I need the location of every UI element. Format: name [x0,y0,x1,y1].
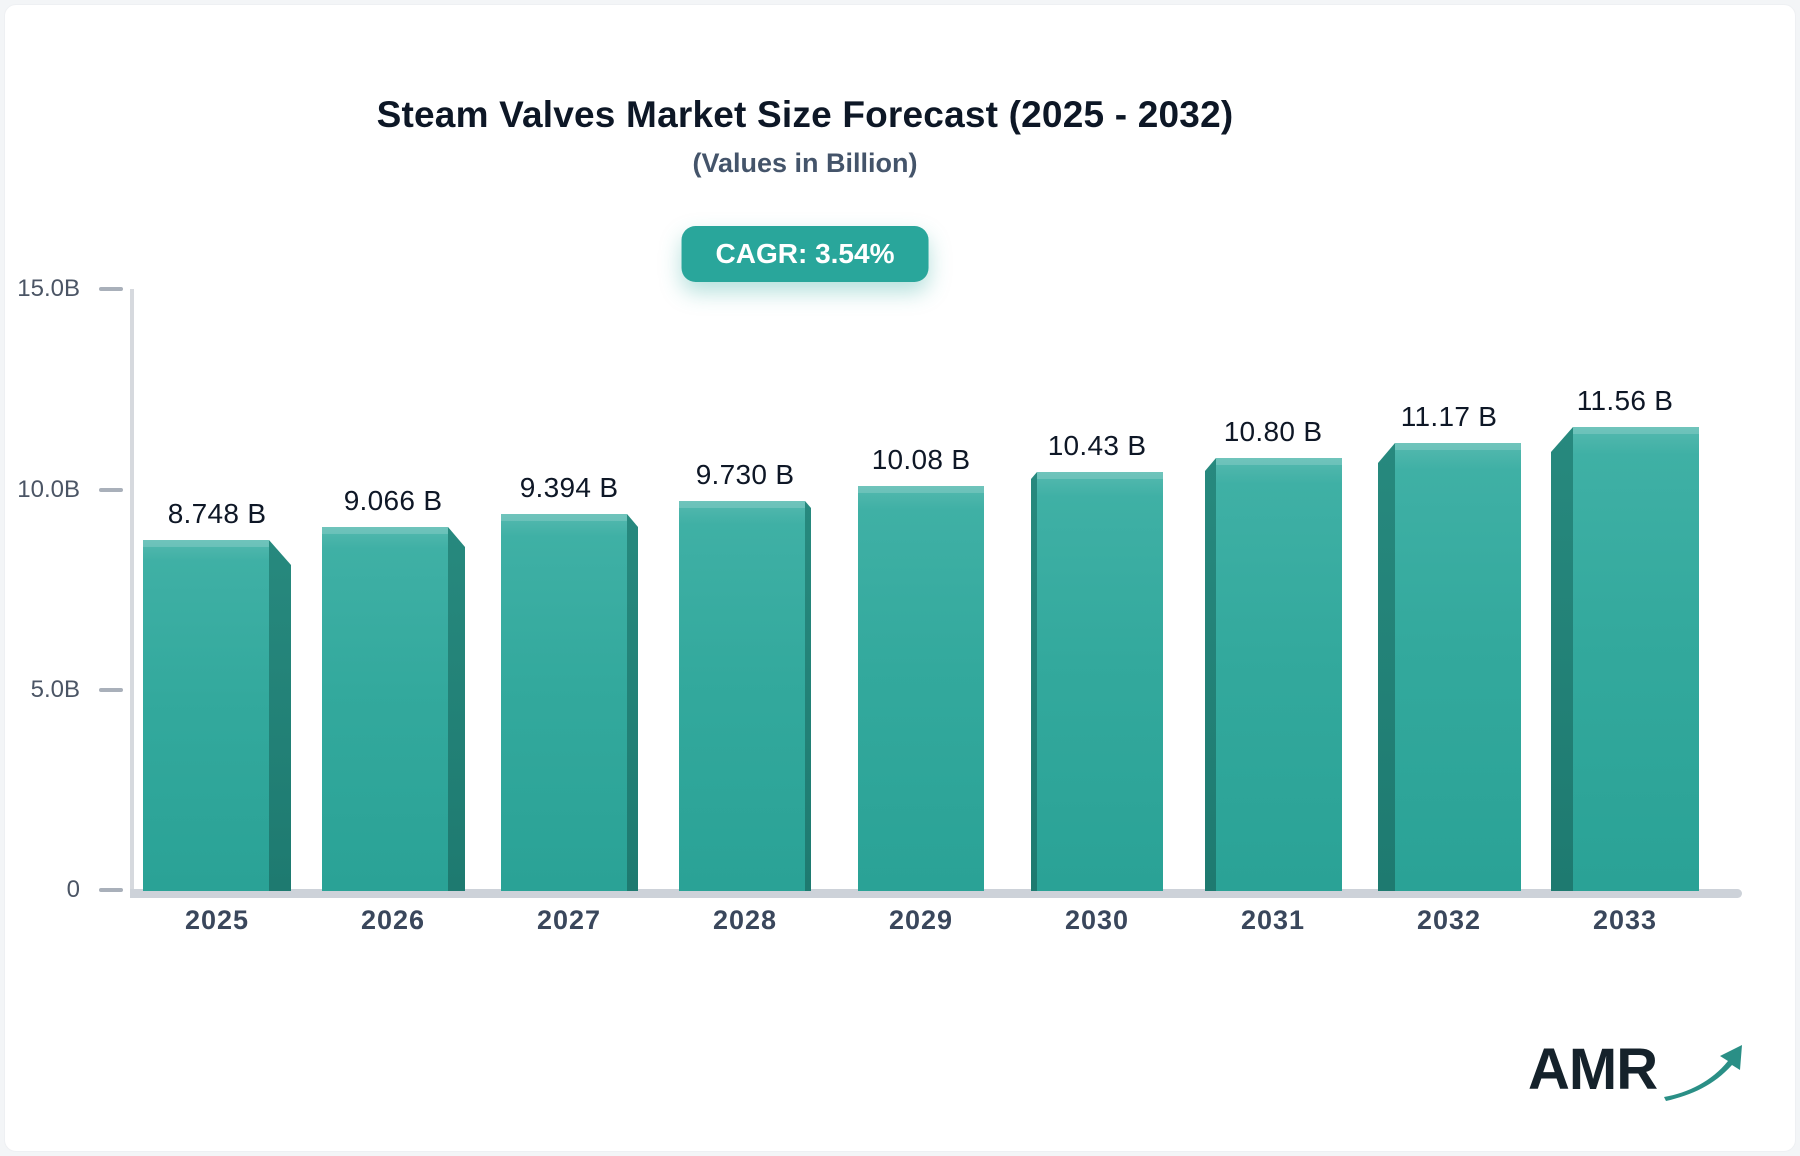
bar-value-label: 10.08 B [871,444,971,475]
bar-2029 [858,486,984,891]
y-axis-tick-mark [99,688,123,692]
bar-3d-side [1378,443,1395,891]
x-axis-label: 2026 [360,905,426,935]
bar-top-highlight [1216,458,1342,465]
bar-value-label: 8.748 B [167,498,267,529]
bar-top-highlight [143,540,269,547]
bar-3d-side [269,540,291,891]
bar-3d-side [627,514,638,891]
x-axis-label: 2031 [1240,905,1306,935]
y-axis-tick-label: 0 [66,876,80,903]
bar-top-highlight [1395,443,1521,450]
y-axis-tick-label: 15.0B [17,275,80,302]
bar-2030 [1037,472,1163,891]
chart-subtitle: (Values in Billion) [692,148,918,178]
bar-value-label: 9.730 B [695,459,795,490]
y-axis-tick-mark [99,287,123,291]
amr-logo-text: AMR [1528,1037,1658,1102]
bar-value-label: 10.80 B [1223,416,1323,447]
bar-2032 [1395,443,1521,891]
bar-top-highlight [322,527,448,534]
x-axis-label: 2029 [888,905,954,935]
x-axis-label: 2030 [1064,905,1130,935]
x-axis-label: 2028 [712,905,778,935]
bar-value-label: 9.066 B [343,485,443,516]
x-axis-label: 2032 [1416,905,1482,935]
bar-3d-side [448,527,465,891]
bar-2026 [322,527,448,891]
bar-2031 [1216,458,1342,891]
bar-value-label: 10.43 B [1047,430,1147,461]
bar-2033 [1573,427,1699,891]
bar-3d-side [1551,427,1573,891]
bar-3d-side [805,501,811,891]
amr-logo: AMR [1528,1035,1742,1115]
bar-2025 [143,540,269,891]
bar-value-label: 11.17 B [1400,401,1498,432]
bar-top-highlight [1037,472,1163,479]
y-axis-tick-label: 5.0B [30,676,80,703]
x-axis-label: 2027 [536,905,602,935]
bar-top-highlight [1573,427,1699,434]
bar-top-highlight [679,501,805,508]
x-axis-baseline [130,889,1742,898]
bar-top-highlight [501,514,627,521]
cagr-badge: CAGR: 3.54% [681,226,929,282]
bar-value-label: 11.56 B [1576,385,1674,416]
bar-top-highlight [858,486,984,493]
chart-title: Steam Valves Market Size Forecast (2025 … [376,94,1234,135]
bar-2027 [501,514,627,891]
x-axis-label: 2025 [184,905,250,935]
bar-3d-side [1205,458,1216,891]
x-axis-label: 2033 [1592,905,1658,935]
bar-3d-side [1031,472,1037,891]
y-axis-tick-mark [99,488,123,492]
bar-2028 [679,501,805,891]
growth-arrow-icon [1664,1045,1742,1101]
y-axis-tick-label: 10.0B [17,476,80,503]
y-axis-line [130,289,134,890]
bar-value-label: 9.394 B [519,472,619,503]
y-axis-tick-mark [99,888,123,892]
